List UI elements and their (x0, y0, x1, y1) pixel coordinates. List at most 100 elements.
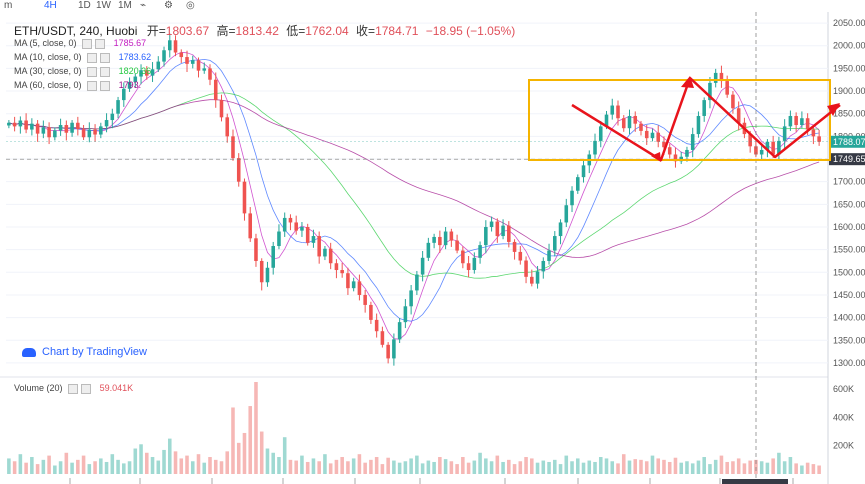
volume-bar (673, 457, 678, 474)
candle-body (271, 246, 275, 268)
candle-body (76, 122, 80, 130)
candle-body (403, 306, 408, 323)
volume-bar (495, 455, 500, 474)
volume-bar (70, 462, 74, 474)
volume-bar (225, 451, 230, 474)
ma30-legend[interactable]: MA (30, close, 0) 1820.36 (14, 66, 151, 77)
volume-bar (7, 458, 11, 474)
volume-bar (455, 464, 459, 474)
ma5-value: 1785.67 (113, 38, 147, 48)
timeframe-minutes[interactable]: m (4, 0, 13, 11)
volume-bar (621, 454, 626, 474)
timeframe-1w[interactable]: 1W (96, 0, 111, 11)
volume-bar (713, 459, 718, 474)
screenshot-icon[interactable]: ◎ (186, 0, 195, 11)
volume-settings-icon[interactable] (68, 383, 79, 394)
candle-body (725, 81, 729, 95)
candle-body (369, 304, 373, 320)
candle-body (667, 147, 672, 155)
candle-body (351, 281, 356, 289)
ma10-legend[interactable]: MA (10, close, 0) 1783.62 (14, 52, 151, 63)
volume-bar (99, 458, 103, 474)
volume-bar (472, 460, 477, 474)
ma5-legend[interactable]: MA (5, close, 0) 1785.67 (14, 38, 146, 49)
candle-body (190, 60, 195, 64)
candle-body (782, 126, 787, 141)
low-label: 低 (286, 24, 299, 38)
close-label: 收 (356, 24, 369, 38)
volume-value: 59.041K (99, 383, 134, 393)
ma10-settings-icon[interactable] (87, 52, 98, 63)
candle-body (30, 123, 34, 130)
ma60-close-icon[interactable] (100, 80, 111, 91)
candle-body (570, 190, 574, 206)
volume-close-icon[interactable] (81, 383, 92, 394)
volume-bar (461, 457, 465, 474)
timeframe-4h[interactable]: 4H (44, 0, 57, 11)
candle-body (644, 130, 649, 139)
volume-bar (294, 460, 298, 474)
candle-body (35, 123, 40, 134)
price-tick-label: 1550.00 (833, 245, 865, 255)
last-price-tag (829, 135, 865, 148)
volume-bar (501, 461, 505, 474)
volume-bar (47, 455, 51, 474)
volume-legend[interactable]: Volume (20) 59.041K (14, 383, 133, 394)
candle-body (81, 129, 86, 138)
crosshair-price-tag-label: 1749.65 (833, 154, 865, 164)
ma30-close-icon[interactable] (100, 66, 111, 77)
candle-body (300, 226, 304, 231)
volume-bar (449, 461, 454, 474)
price-tick-label: 1500.00 (833, 267, 865, 277)
price-tick-label: 1700.00 (833, 177, 865, 187)
candle-body (47, 127, 51, 138)
candle-body (662, 141, 666, 148)
candle-body (805, 118, 810, 130)
ma5-settings-icon[interactable] (82, 38, 93, 49)
candle-body (236, 158, 241, 182)
volume-bar (535, 462, 540, 474)
tradingview-brand-link[interactable]: Chart by TradingView (22, 346, 147, 358)
settings-icon[interactable]: ⚙ (164, 0, 173, 11)
volume-bar (570, 461, 574, 474)
volume-bar (593, 461, 597, 474)
volume-bar (271, 452, 275, 474)
candle-body (472, 257, 477, 271)
timeframe-1d[interactable]: 1D (78, 0, 91, 11)
timeframe-1m[interactable]: 1M (118, 0, 132, 11)
ma5-close-icon[interactable] (95, 38, 106, 49)
volume-bar (81, 455, 86, 474)
ma60-legend[interactable]: MA (60, close, 0) 1793. (14, 80, 141, 91)
volume-bar (415, 455, 419, 474)
volume-bar (771, 458, 775, 474)
volume-bar (248, 406, 253, 474)
compare-icon[interactable]: ⌁ (140, 0, 147, 11)
timeframe-toolbar: m 4H 1D 1W 1M ⌁ ⚙ ◎ (0, 0, 865, 12)
candle-body (800, 118, 804, 126)
volume-bar (702, 457, 706, 474)
candle-body (558, 222, 563, 237)
ma5-line (8, 51, 820, 340)
price-tick-label: 1450.00 (833, 290, 865, 300)
volume-bar (305, 461, 310, 474)
candle-body (58, 125, 63, 131)
candle-body (748, 134, 752, 147)
volume-bar (288, 459, 293, 474)
candle-body (213, 79, 218, 101)
ma30-settings-icon[interactable] (87, 66, 98, 77)
candle-body (162, 50, 166, 62)
candle-body (294, 222, 298, 231)
candle-body (53, 130, 57, 138)
volume-bar (616, 463, 620, 474)
volume-bar (530, 458, 534, 474)
candle-body (420, 257, 425, 275)
ma10-close-icon[interactable] (100, 52, 111, 63)
candle-body (610, 105, 615, 115)
candle-body (219, 100, 224, 118)
ma60-settings-icon[interactable] (87, 80, 98, 91)
volume-bar (662, 459, 666, 474)
volume-bar (759, 461, 764, 474)
candle-body (685, 149, 689, 157)
volume-bar (541, 460, 546, 474)
